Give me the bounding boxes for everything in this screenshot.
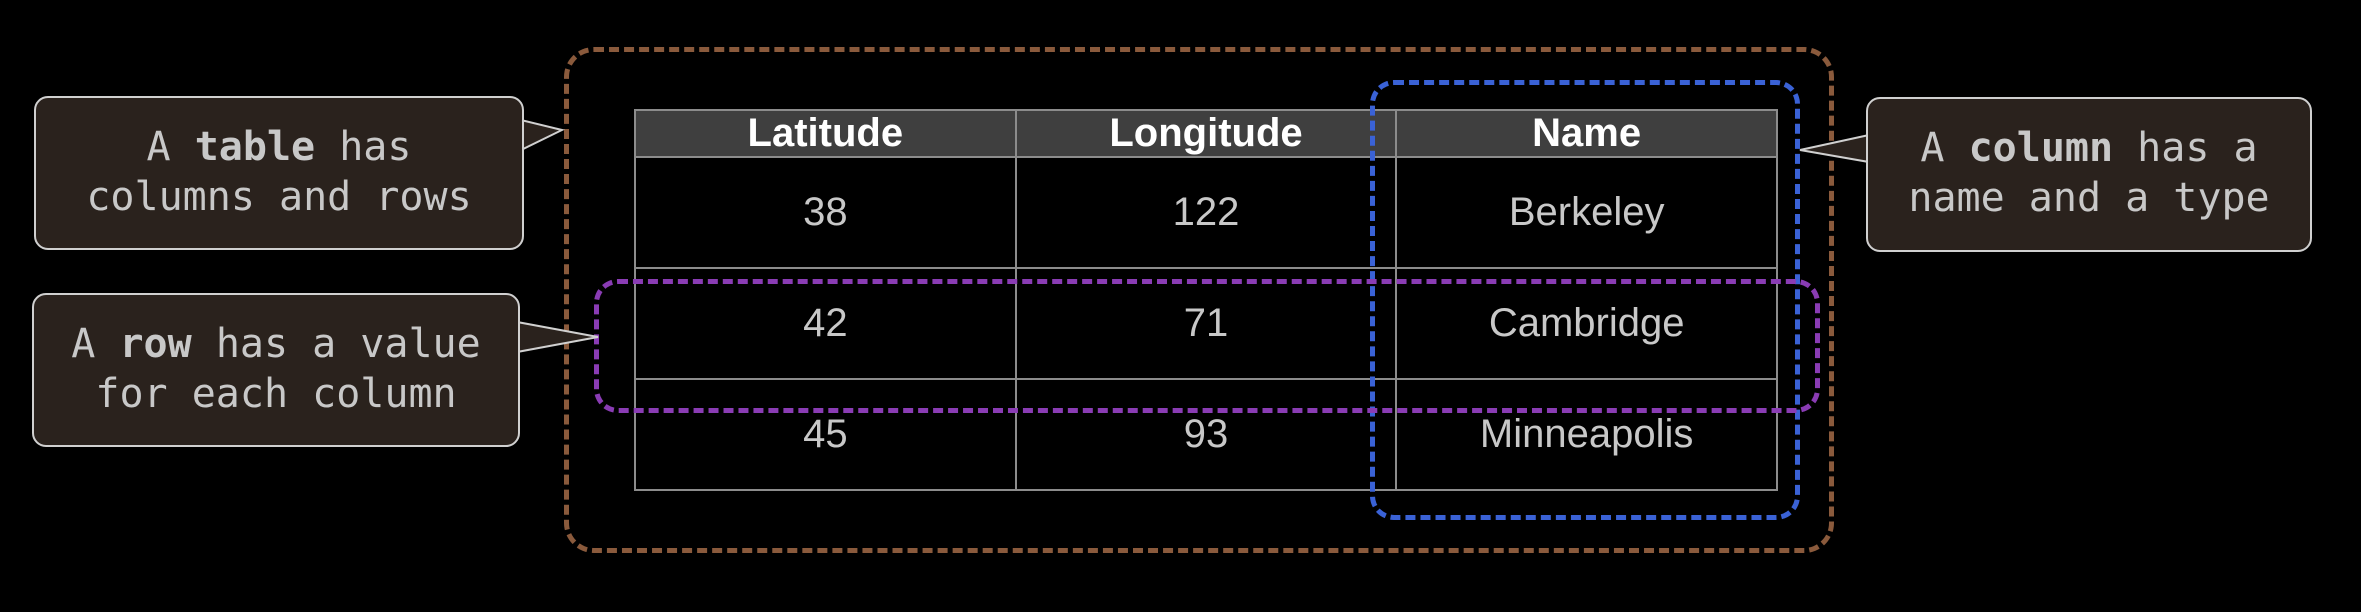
- column-callout: A column has a name and a type: [1866, 97, 2312, 252]
- column-callout-pointer: [1799, 133, 1870, 164]
- column-callout-line2: name and a type: [1908, 175, 2270, 221]
- header-name: Name: [1395, 109, 1778, 158]
- table-row: 42 71 Cambridge: [634, 267, 1778, 380]
- cell-longitude: 71: [1014, 267, 1398, 380]
- table-callout-pointer: [520, 118, 565, 152]
- cell-latitude: 42: [634, 267, 1017, 380]
- table-callout: A table has columns and rows: [34, 96, 524, 250]
- row-callout-line1: A row has a value: [71, 321, 481, 367]
- cell-name: Berkeley: [1395, 156, 1778, 269]
- table-callout-line2: columns and rows: [86, 174, 472, 220]
- cell-latitude: 45: [634, 378, 1017, 491]
- table-row: 38 122 Berkeley: [634, 156, 1778, 269]
- cell-longitude: 122: [1014, 156, 1398, 269]
- data-table: Latitude Longitude Name 38 122 Berkeley …: [634, 109, 1778, 491]
- cell-latitude: 38: [634, 156, 1017, 269]
- table-highlight-frame: [564, 47, 1834, 553]
- cell-name: Cambridge: [1395, 267, 1778, 380]
- row-callout-pointer: [516, 320, 599, 354]
- column-callout-line1: A column has a: [1920, 125, 2258, 171]
- table-callout-line1: A table has: [146, 124, 412, 170]
- table-row: 45 93 Minneapolis: [634, 378, 1778, 491]
- header-row: Latitude Longitude Name: [634, 109, 1778, 158]
- header-longitude: Longitude: [1014, 109, 1398, 158]
- row-callout-line2: for each column: [95, 371, 457, 417]
- cell-longitude: 93: [1014, 378, 1398, 491]
- row-callout: A row has a value for each column: [32, 293, 520, 447]
- cell-name: Minneapolis: [1395, 378, 1778, 491]
- header-latitude: Latitude: [634, 109, 1017, 158]
- row-highlight-frame: [594, 279, 1820, 413]
